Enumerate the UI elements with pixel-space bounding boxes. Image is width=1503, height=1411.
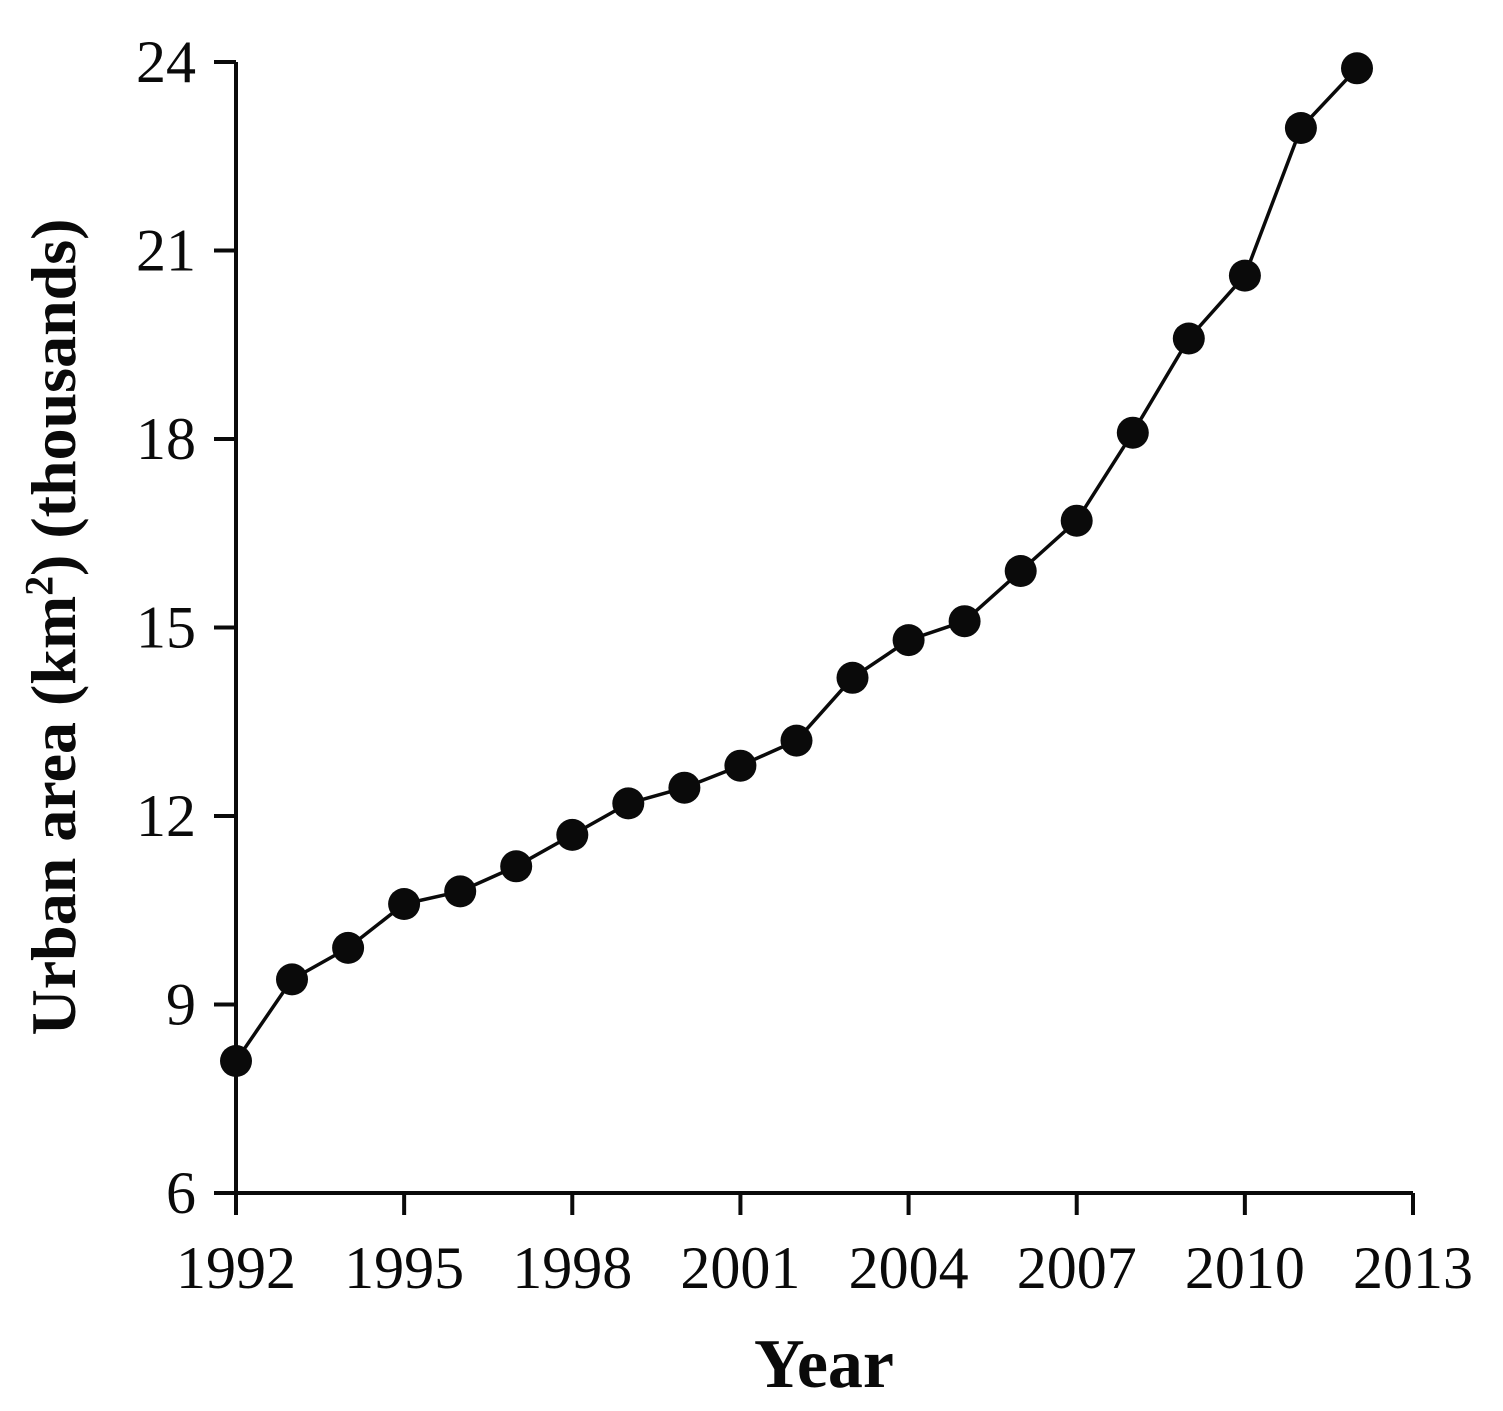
- x-tick-label: 1992: [176, 1235, 296, 1301]
- y-tick-label: 15: [136, 595, 196, 661]
- x-tick-label: 2004: [849, 1235, 969, 1301]
- data-point: [1116, 416, 1149, 449]
- x-axis-title: Year: [754, 1326, 894, 1403]
- data-point: [276, 963, 308, 996]
- y-tick-label: 6: [166, 1160, 196, 1226]
- data-point: [1060, 504, 1093, 537]
- data-point: [948, 605, 981, 638]
- y-axis-title-superscript: 2: [17, 575, 62, 596]
- data-point: [1228, 259, 1261, 292]
- y-tick-label: 21: [136, 218, 196, 284]
- data-point: [1172, 322, 1205, 355]
- data-point: [780, 724, 813, 757]
- data-point: [668, 771, 701, 804]
- data-point: [388, 888, 421, 920]
- x-tick-label: 2001: [680, 1235, 800, 1301]
- data-point: [836, 661, 869, 694]
- data-point: [444, 875, 477, 908]
- data-point: [556, 818, 589, 851]
- y-tick-label: 12: [136, 783, 196, 849]
- x-tick-label: 1998: [512, 1235, 632, 1301]
- y-axis-title: Urban area (km2) (thousands): [17, 219, 91, 1036]
- data-point: [1004, 555, 1037, 587]
- data-point: [892, 624, 925, 657]
- y-tick-label: 24: [136, 29, 196, 95]
- x-tick-label: 2007: [1017, 1235, 1137, 1301]
- data-point: [1284, 112, 1317, 144]
- y-tick-label: 9: [166, 972, 196, 1038]
- x-tick-label: 1995: [344, 1235, 464, 1301]
- data-point: [612, 787, 645, 820]
- y-axis-title-units: ) (thousands): [18, 218, 89, 576]
- data-point: [724, 749, 757, 782]
- data-point: [500, 850, 533, 883]
- y-tick-label: 18: [136, 406, 196, 472]
- data-point: [332, 931, 365, 964]
- y-axis-title-text: Urban area (km: [18, 595, 89, 1036]
- data-point: [1341, 52, 1373, 85]
- x-tick-label: 2013: [1353, 1235, 1473, 1301]
- x-tick-label: 2010: [1185, 1235, 1305, 1301]
- data-point: [220, 1045, 252, 1077]
